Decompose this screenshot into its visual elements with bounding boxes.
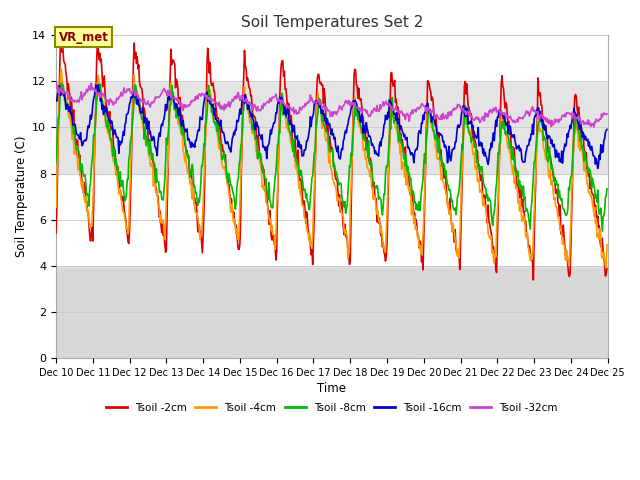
- Y-axis label: Soil Temperature (C): Soil Temperature (C): [15, 136, 28, 257]
- Bar: [56, 174, 608, 266]
- Title: Soil Temperatures Set 2: Soil Temperatures Set 2: [241, 15, 423, 30]
- Text: VR_met: VR_met: [59, 31, 109, 44]
- Bar: [56, 36, 608, 82]
- Legend: Tsoil -2cm, Tsoil -4cm, Tsoil -8cm, Tsoil -16cm, Tsoil -32cm: Tsoil -2cm, Tsoil -4cm, Tsoil -8cm, Tsoi…: [102, 399, 562, 417]
- Bar: [56, 266, 608, 358]
- Bar: [56, 82, 608, 174]
- X-axis label: Time: Time: [317, 382, 346, 395]
